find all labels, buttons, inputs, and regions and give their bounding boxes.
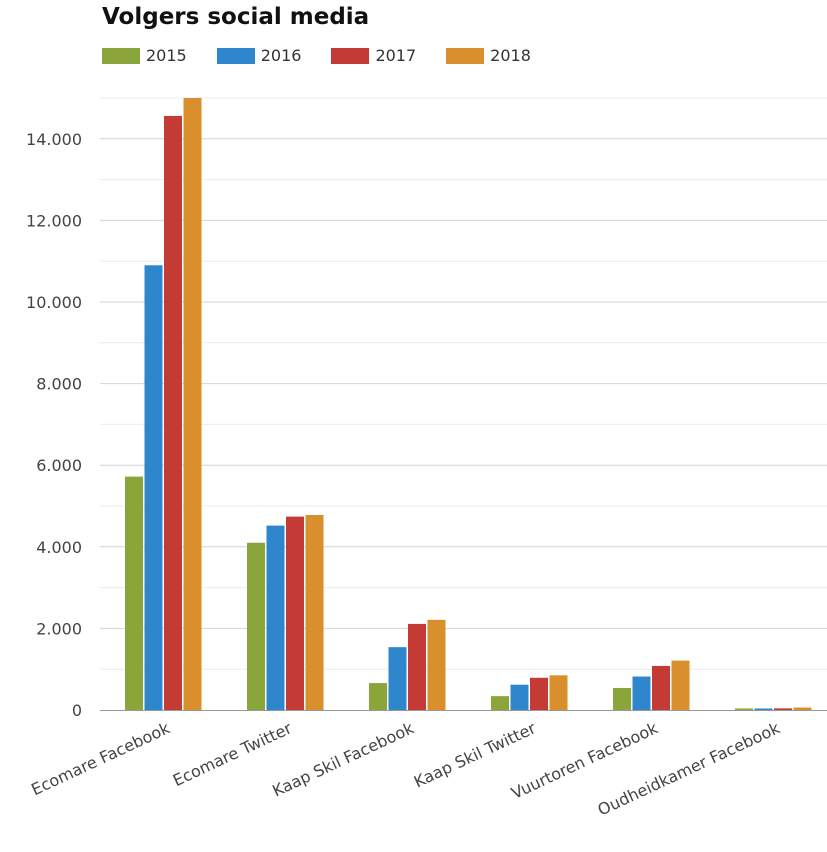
y-tick-label: 12.000 [26,211,82,230]
bar-2016[interactable] [632,676,651,710]
legend-item-2017[interactable]: 2017 [331,46,416,65]
bar-2017[interactable] [652,665,670,710]
y-tick-label: 10.000 [26,293,82,312]
bar-2018[interactable] [427,619,446,710]
bar-2016[interactable] [144,265,163,710]
legend-swatch [446,47,485,64]
gridlines [100,97,827,670]
bar-2015[interactable] [369,683,387,710]
bar-2017[interactable] [286,516,304,710]
y-tick-label: 2.000 [36,619,82,638]
legend-item-2016[interactable]: 2016 [216,46,302,65]
bar-2016[interactable] [266,525,285,710]
legend-swatch [216,47,255,64]
y-tick-label: 14.000 [26,130,82,149]
y-axis-tick-labels: 0 2.000 4.000 6.000 8.000 10.000 12.000 14.000 [26,130,82,720]
legend-item-2015[interactable]: 2015 [102,46,187,65]
legend-label: 2018 [490,46,531,65]
bar-2017[interactable] [530,677,548,710]
legend-swatch [102,47,140,64]
legend-swatch [331,47,370,64]
bar-2016[interactable] [388,647,407,710]
bar-2017[interactable] [774,708,792,710]
bar-2015[interactable] [247,542,265,710]
chart-title: Volgers social media [102,4,370,30]
bar-2018[interactable] [549,675,568,710]
y-tick-label: 6.000 [36,456,82,475]
bar-2016[interactable] [510,684,529,710]
y-tick-label: 0 [72,701,82,720]
bar-2015[interactable] [735,708,753,711]
bar-2018[interactable] [793,707,812,710]
bar-2018[interactable] [305,514,324,710]
bar-2015[interactable] [613,687,631,710]
y-tick-label: 8.000 [36,375,82,394]
legend-label: 2016 [260,46,302,65]
legend-label: 2017 [375,46,417,65]
bar-2016[interactable] [754,708,773,711]
bar-2018[interactable] [671,660,690,710]
legend-label: 2015 [146,46,187,65]
y-tick-label: 4.000 [36,538,82,557]
legend-item-2018[interactable]: 2018 [446,46,531,65]
bar-2017[interactable] [408,623,426,710]
bar-2018[interactable] [183,98,202,710]
bar-2017[interactable] [164,115,182,710]
bar-2015[interactable] [125,476,143,710]
legend: 2015 2016 2017 2018 [102,46,561,65]
x-category-label: Ecomare Facebook [28,718,173,799]
bars [125,98,812,710]
bar-2015[interactable] [491,696,509,710]
